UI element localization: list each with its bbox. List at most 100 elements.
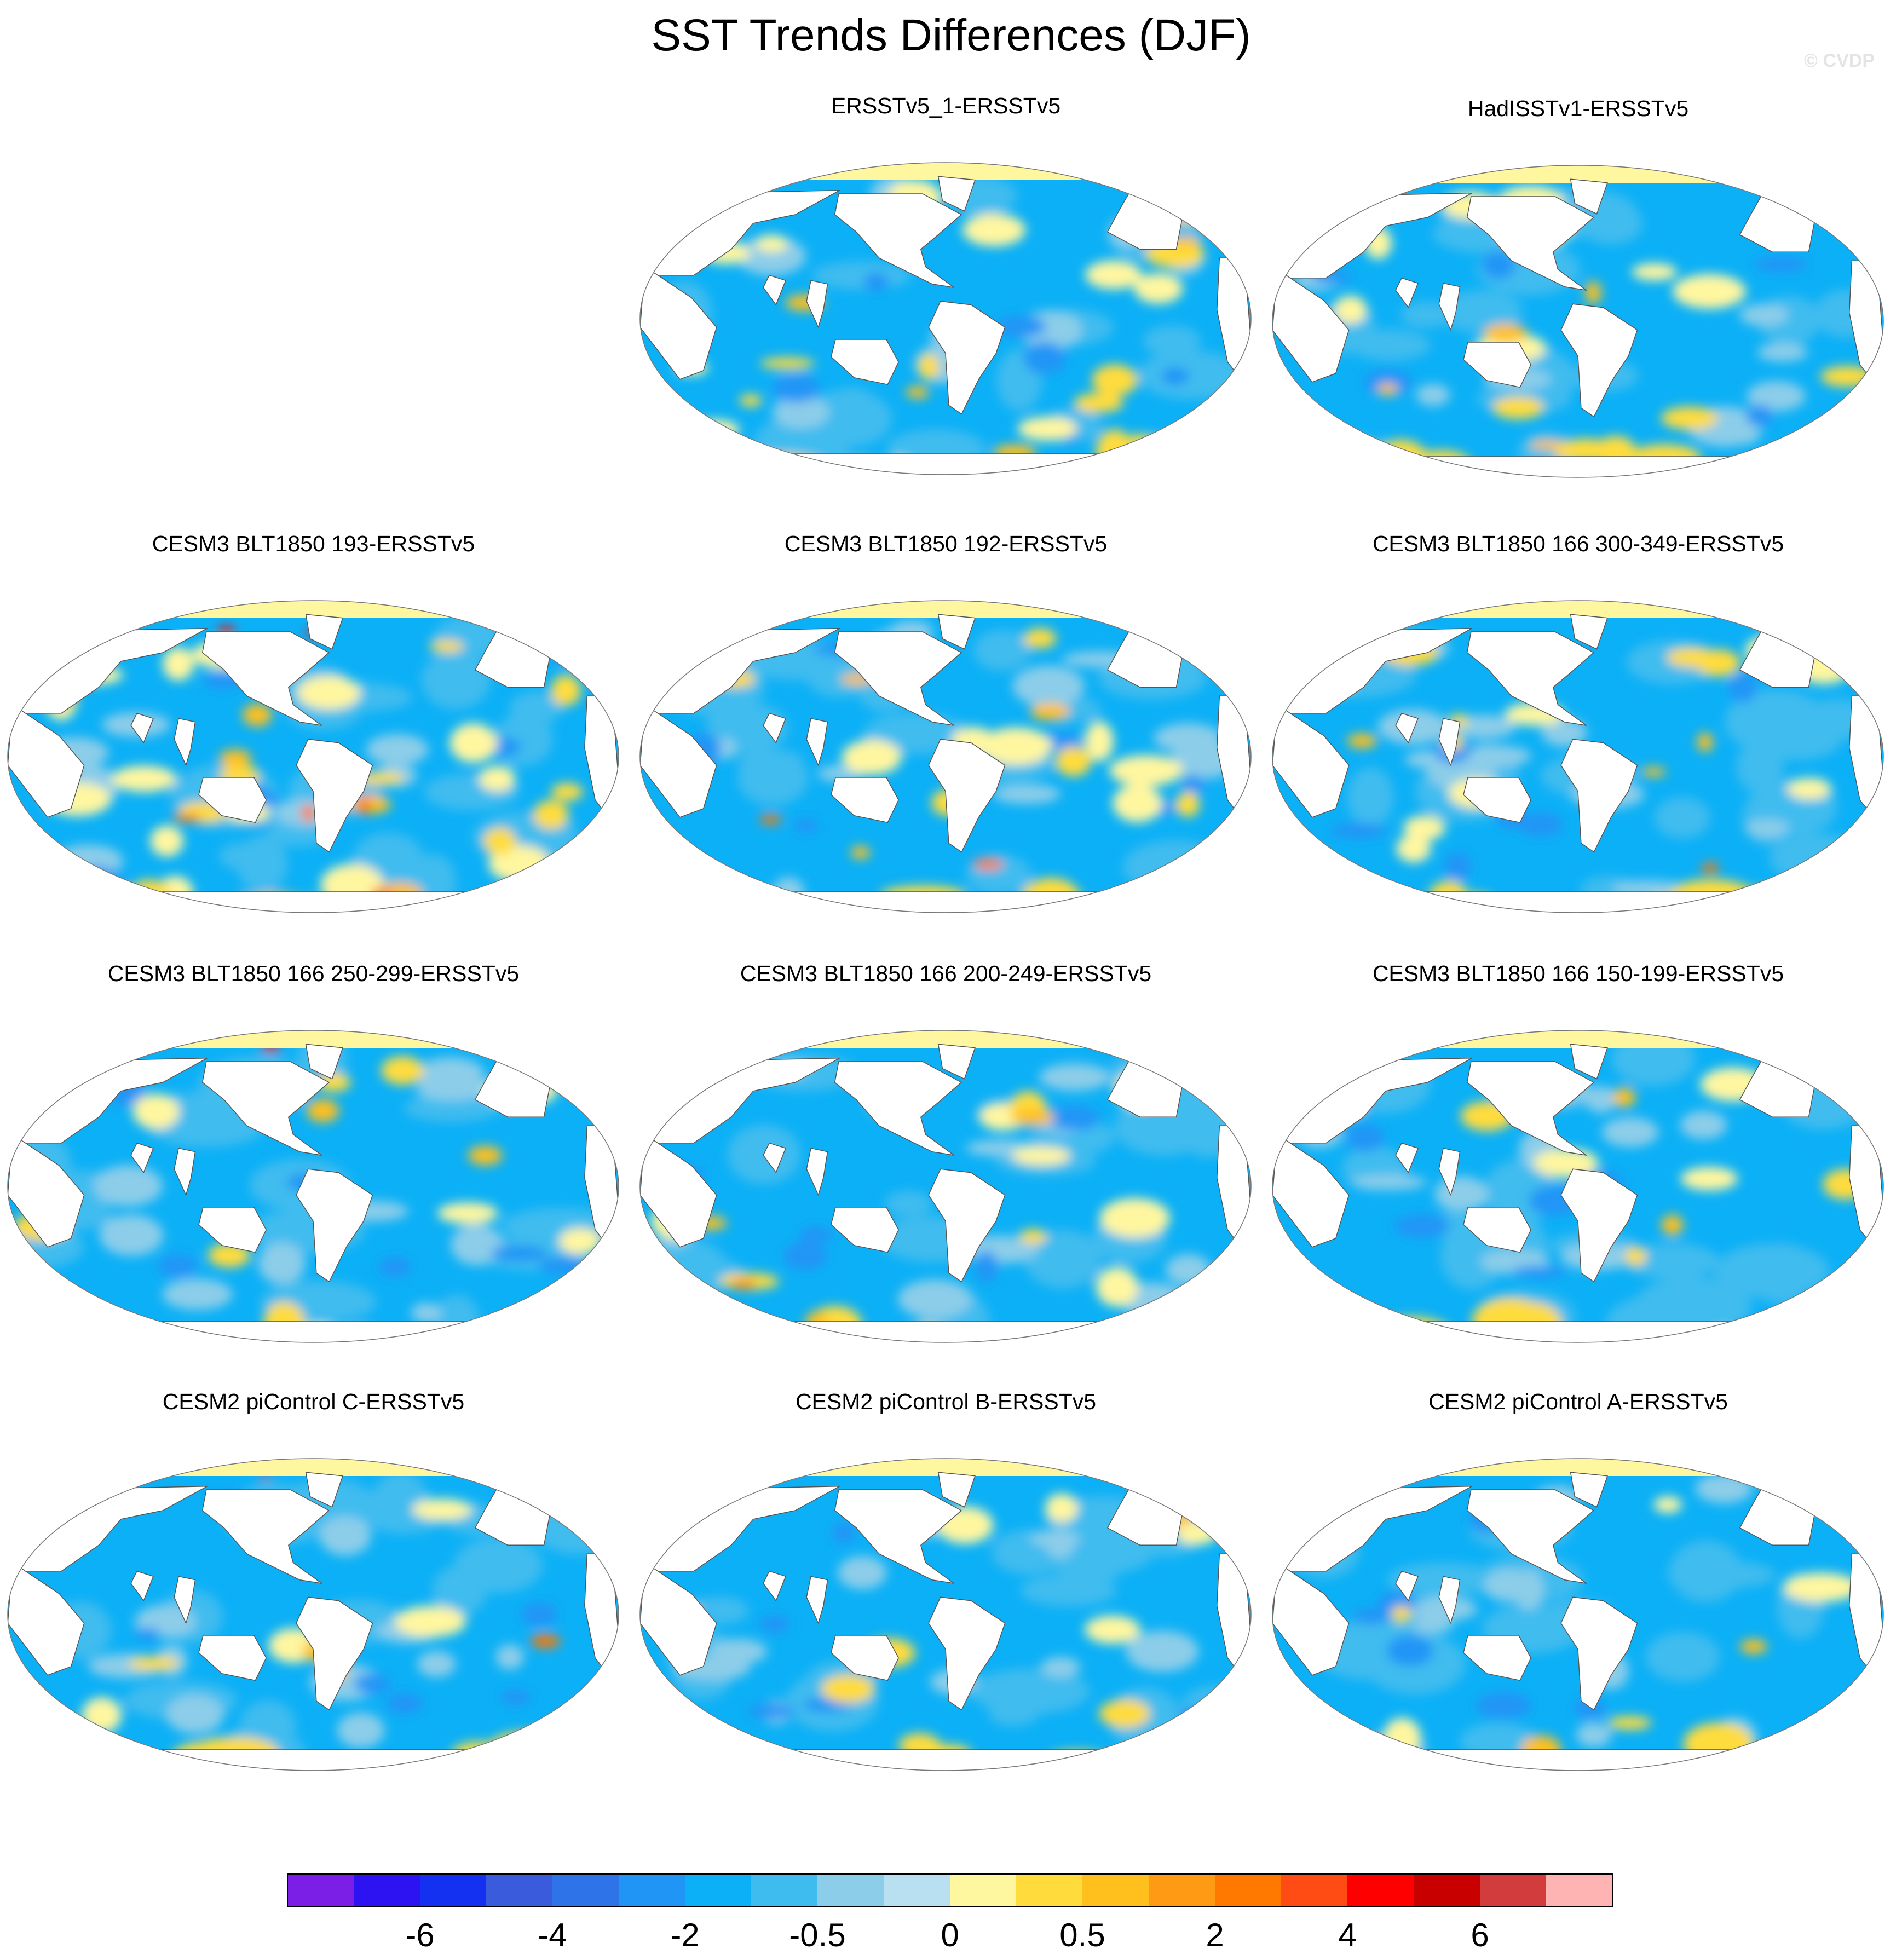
panel-title: CESM3 BLT1850 193-ERSSTv5 <box>152 531 475 556</box>
anomaly-region <box>863 273 889 291</box>
robinson-map <box>1272 165 1884 478</box>
colorbar-tick-label: 0.5 <box>1059 1917 1105 1953</box>
anomaly-region <box>1188 878 1233 906</box>
colorbar-swatch <box>751 1874 818 1907</box>
arctic-region <box>8 1030 619 1048</box>
land-india <box>130 713 154 743</box>
anomaly-region <box>1347 767 1394 827</box>
ocean-field <box>640 1459 1251 1771</box>
anomaly-region <box>1023 628 1057 649</box>
anomaly-region <box>1440 290 1523 333</box>
anomaly-region <box>66 867 123 897</box>
colorbar-tick-label: 2 <box>1206 1917 1224 1953</box>
anomaly-region <box>451 1224 503 1266</box>
anomaly-region <box>1120 456 1172 475</box>
panel-title: CESM3 BLT1850 166 150-199-ERSSTv5 <box>1372 961 1784 986</box>
anomaly-region <box>21 871 73 900</box>
colorbar-frame <box>287 1873 1613 1907</box>
ocean-field <box>1272 1459 1883 1771</box>
anomaly-region <box>1128 439 1179 475</box>
anomaly-region <box>1096 429 1133 475</box>
map-panel-hadisst: HadISSTv1-ERSSTv5 <box>1270 96 1886 517</box>
anomaly-region <box>404 1094 500 1122</box>
land-asia-se <box>806 1148 828 1196</box>
land-australia <box>831 1635 899 1681</box>
anomaly-region <box>1045 1493 1078 1523</box>
anomaly-region <box>417 1651 456 1677</box>
anomaly-region <box>437 1202 498 1224</box>
anomaly-region <box>1601 1117 1659 1148</box>
land-north-america <box>201 1489 330 1584</box>
anomaly-region <box>995 315 1046 338</box>
colorbar-swatch <box>287 1874 354 1907</box>
anomaly-region <box>970 1668 1090 1714</box>
anomaly-region <box>1323 456 1366 477</box>
anomaly-region <box>821 1675 875 1703</box>
anomaly-region <box>492 1318 547 1342</box>
anomaly-region <box>1787 777 1832 800</box>
anomaly-region <box>354 1673 391 1694</box>
anomaly-region <box>488 1731 571 1766</box>
anomaly-region <box>521 1602 558 1627</box>
anomaly-region <box>316 1073 351 1092</box>
anomaly-region <box>165 1329 212 1342</box>
ocean-field <box>640 163 1251 475</box>
arctic-region <box>8 601 619 618</box>
anomaly-region <box>1377 384 1398 396</box>
anomaly-region <box>1661 1214 1684 1236</box>
land-asia-se <box>806 1576 828 1624</box>
anomaly-region <box>643 1325 727 1342</box>
anomaly-region <box>468 896 514 912</box>
colorbar-tick-label: 6 <box>1471 1917 1489 1953</box>
anomaly-region <box>1085 260 1142 290</box>
anomaly-region <box>442 902 493 913</box>
land-greenland <box>1570 614 1608 650</box>
map-outline <box>7 1030 619 1343</box>
colorbar-tick-label: -6 <box>405 1917 435 1953</box>
anomaly-region <box>1695 1473 1753 1503</box>
anomaly-region <box>1816 434 1853 456</box>
anomaly-region <box>1122 840 1229 894</box>
land-antarctica <box>44 891 582 913</box>
anomaly-region <box>1092 364 1138 396</box>
anomaly-region <box>898 1279 972 1319</box>
land-north-america <box>1466 196 1594 291</box>
map-outline <box>7 1458 619 1771</box>
anomaly-region <box>756 234 788 252</box>
panel-title: CESM2 piControl B-ERSSTv5 <box>795 1389 1097 1414</box>
anomaly-region <box>739 394 762 407</box>
anomaly-region <box>1769 833 1866 883</box>
anomaly-region <box>132 1094 180 1129</box>
anomaly-region <box>1181 775 1206 795</box>
anomaly-region <box>1012 666 1085 707</box>
anomaly-region <box>1484 324 1528 343</box>
anomaly-region <box>22 1298 68 1339</box>
anomaly-region <box>973 858 1004 870</box>
anomaly-region <box>378 1257 411 1277</box>
anomaly-region <box>538 1256 590 1275</box>
colorbar-swatch <box>420 1874 487 1907</box>
anomaly-region <box>468 1146 503 1165</box>
land-south-america <box>296 1596 373 1710</box>
anomaly-region <box>906 386 929 399</box>
colorbar-swatch <box>1149 1874 1215 1907</box>
anomaly-region <box>1178 1686 1251 1738</box>
colorbar-tick-label: 0 <box>941 1917 959 1953</box>
anomaly-region <box>559 1228 602 1255</box>
anomaly-region <box>1641 767 1666 777</box>
anomaly-region <box>1576 1722 1612 1748</box>
anomaly-region <box>759 815 782 825</box>
anomaly-region <box>381 1056 424 1085</box>
land-antarctica <box>1309 1749 1847 1771</box>
anomaly-region <box>1012 1146 1071 1166</box>
anomaly-region <box>1085 1616 1140 1644</box>
colorbar-tick-label: -2 <box>670 1917 700 1953</box>
anomaly-region <box>166 1694 224 1734</box>
land-greenland <box>937 1472 976 1508</box>
land-north-america <box>1466 1061 1594 1156</box>
land-india <box>763 713 786 743</box>
anomaly-region <box>129 1656 180 1670</box>
anomaly-region <box>1099 1699 1150 1728</box>
map-outline <box>639 1030 1252 1343</box>
panel-title: ERSSTv5_1-ERSSTv5 <box>831 93 1061 118</box>
